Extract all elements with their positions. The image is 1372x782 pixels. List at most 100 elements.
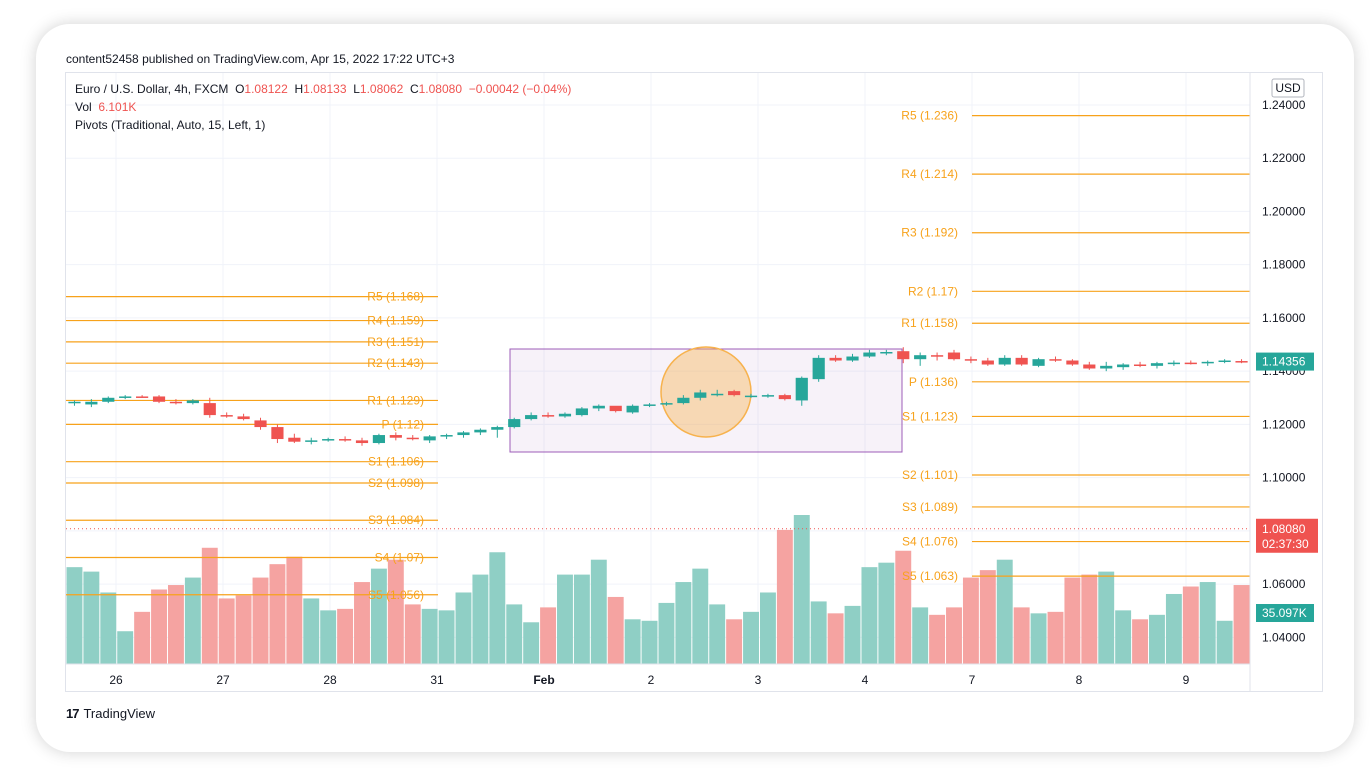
candle-body <box>1066 360 1079 365</box>
candle-body <box>897 351 910 360</box>
time-tick-label: 2 <box>648 673 655 687</box>
candle-body <box>1049 359 1062 361</box>
volume-bar <box>641 620 658 664</box>
volume-bar <box>692 568 709 664</box>
candle-body <box>778 395 791 400</box>
candle-body <box>119 396 132 398</box>
candle-body <box>525 415 538 420</box>
candle-body <box>271 427 284 440</box>
price-tick-label: 1.06000 <box>1262 577 1306 591</box>
time-tick-label: 26 <box>109 673 123 687</box>
volume-bar <box>573 574 590 664</box>
volume-bar <box>624 619 641 664</box>
candle-body <box>660 403 673 405</box>
candle-body <box>964 359 978 361</box>
legend-pivots-row[interactable]: Pivots (Traditional, Auto, 15, Left, 1) <box>75 116 571 134</box>
pivot-label-r3: R3 (1.151) <box>367 335 424 349</box>
pivot-label-r2: R2 (1.17) <box>908 284 958 298</box>
pivot-label-s5: S5 (1.063) <box>902 569 958 583</box>
candle-body <box>508 419 521 428</box>
pivot-label-p: P (1.12) <box>382 417 424 431</box>
volume-bar <box>370 568 387 664</box>
candle-body <box>643 404 656 406</box>
volume-bar <box>235 595 252 664</box>
legend-ohlc-row: Euro / U.S. Dollar, 4h, FXCM O1.08122 H1… <box>75 80 571 98</box>
candle-body <box>541 415 555 417</box>
volume-bar <box>354 582 370 664</box>
volume-bar <box>1081 574 1098 664</box>
volume-bar <box>1047 611 1064 664</box>
volume-bar <box>1233 585 1250 664</box>
legend-volume-row: Vol 6.101K <box>75 98 571 116</box>
pivot-label-s5: S5 (1.056) <box>368 588 424 602</box>
candle-body <box>1201 361 1214 364</box>
cursor-price-value: 1.08080 <box>1262 522 1306 536</box>
price-tick-label: 1.12000 <box>1262 417 1306 431</box>
price-tick-label: 1.10000 <box>1262 471 1306 485</box>
volume-bar <box>776 529 793 664</box>
time-tick-label: Feb <box>533 673 554 687</box>
candle-body <box>1083 364 1096 369</box>
pivot-label-s2: S2 (1.098) <box>368 476 424 490</box>
pivot-label-r1: R1 (1.129) <box>367 393 424 407</box>
candle-body <box>169 401 183 404</box>
candle-body <box>1032 359 1045 366</box>
pivots-label[interactable]: Pivots (Traditional, Auto, 15, Left, 1) <box>75 118 266 132</box>
candle-body <box>102 397 115 402</box>
volume-bar <box>523 622 540 664</box>
candle-body <box>914 355 927 360</box>
pivot-label-s3: S3 (1.089) <box>902 500 958 514</box>
candle-body <box>305 440 318 442</box>
candle-body <box>677 397 690 404</box>
candle-body <box>389 435 402 438</box>
candle-body <box>930 355 944 357</box>
o-value: 1.08122 <box>244 82 288 96</box>
candle-body <box>68 401 81 404</box>
candle-body <box>728 391 741 396</box>
volume-bar <box>996 559 1013 664</box>
volume-bar <box>252 577 269 664</box>
pivot-label-s4: S4 (1.07) <box>375 551 424 565</box>
candle-body <box>744 395 758 398</box>
volume-bar <box>320 610 337 664</box>
candle-body <box>1167 362 1180 365</box>
volume-bar <box>1149 614 1165 664</box>
volume-bar <box>286 556 303 664</box>
volume-bar <box>151 589 167 664</box>
pivot-label-s3: S3 (1.084) <box>368 513 424 527</box>
volume-bar <box>455 592 472 664</box>
candle-body <box>795 377 808 401</box>
candle-body <box>338 439 352 441</box>
candle-body <box>1133 364 1147 367</box>
volume-bar <box>1098 571 1115 664</box>
candle-body <box>85 401 98 405</box>
chart-frame <box>65 72 1323 692</box>
candle-body <box>609 405 622 412</box>
currency-label: USD <box>1275 81 1301 95</box>
candle-body <box>863 352 876 357</box>
volume-bar <box>793 515 810 664</box>
symbol-label[interactable]: Euro / U.S. Dollar, 4h, FXCM <box>75 82 229 96</box>
candle-body <box>288 437 301 442</box>
volume-bar <box>303 598 320 664</box>
candle-body <box>711 393 724 396</box>
volume-bar <box>929 614 946 664</box>
time-tick-label: 28 <box>323 673 337 687</box>
volume-bar <box>861 567 878 664</box>
candle-body <box>457 432 470 436</box>
volume-bar <box>1199 582 1216 664</box>
vol-label[interactable]: Vol <box>75 100 92 114</box>
volume-bar <box>759 592 776 664</box>
pivot-label-r2: R2 (1.143) <box>367 356 424 370</box>
volume-bar <box>184 577 201 664</box>
cursor-price-tag <box>1256 518 1318 553</box>
candle-body <box>558 413 572 417</box>
time-tick-label: 8 <box>1076 673 1083 687</box>
candle-body <box>575 408 588 416</box>
candle-body <box>322 439 335 441</box>
volume-bar <box>1182 586 1199 664</box>
pivot-label-s2: S2 (1.101) <box>902 468 958 482</box>
time-tick-label: 27 <box>216 673 230 687</box>
pivot-label-r1: R1 (1.158) <box>901 316 958 330</box>
